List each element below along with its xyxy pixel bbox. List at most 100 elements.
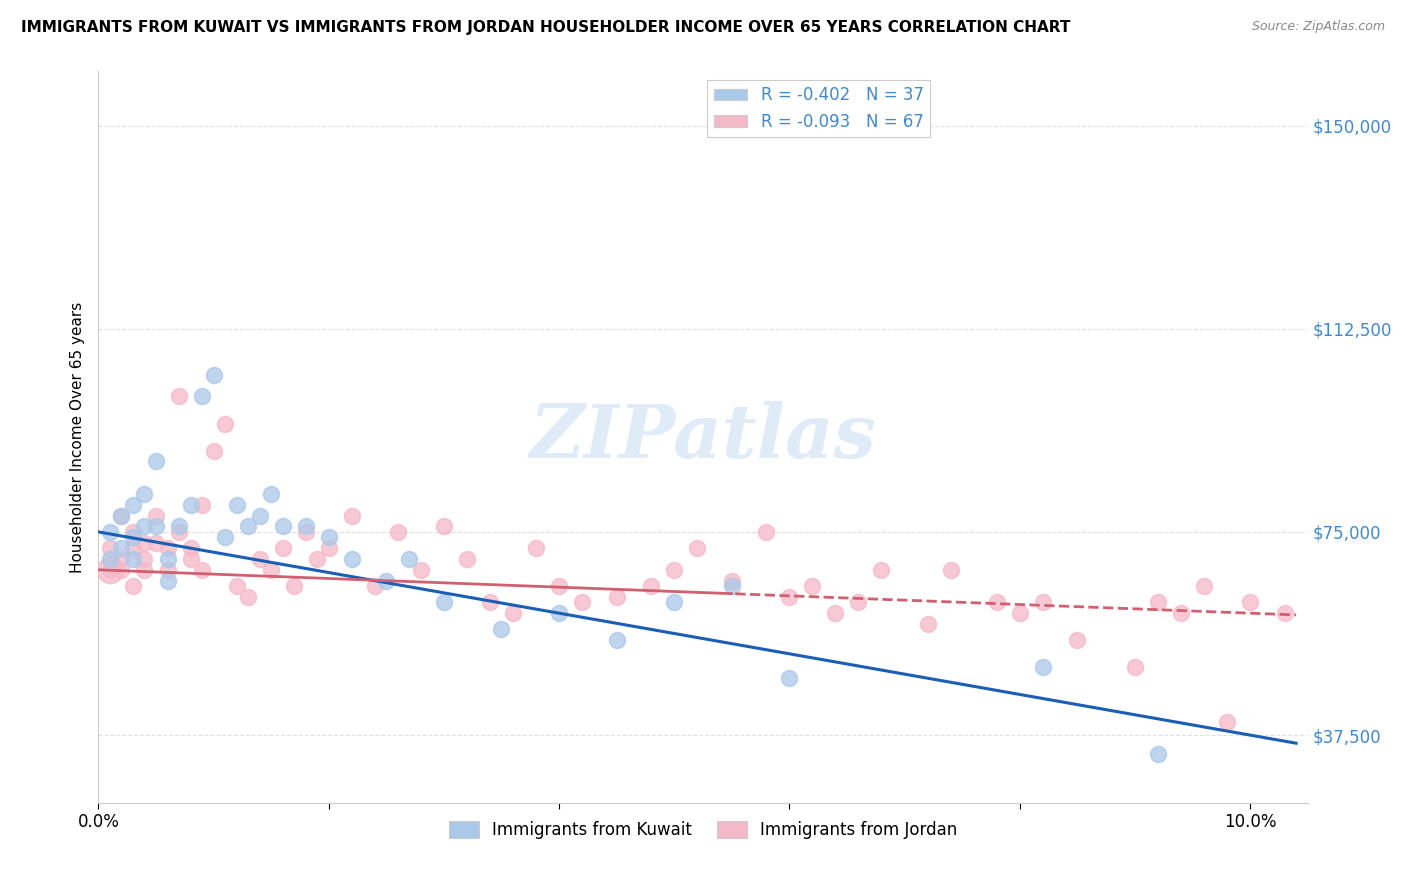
Point — [387, 524, 409, 539]
Text: Source: ZipAtlas.com: Source: ZipAtlas.com — [1251, 20, 1385, 33]
Point — [214, 417, 236, 431]
Point — [145, 519, 167, 533]
Point — [271, 519, 294, 533]
Point — [307, 552, 329, 566]
Point — [122, 579, 145, 593]
Point — [167, 389, 190, 403]
Point — [340, 552, 363, 566]
Point — [167, 519, 190, 533]
Point — [110, 552, 132, 566]
Point — [122, 524, 145, 539]
Point — [548, 606, 571, 620]
Point — [122, 541, 145, 556]
Point — [502, 606, 524, 620]
Point — [249, 552, 271, 566]
Point — [214, 530, 236, 544]
Point — [145, 508, 167, 523]
Point — [606, 590, 628, 604]
Point — [1008, 606, 1031, 620]
Y-axis label: Householder Income Over 65 years: Householder Income Over 65 years — [69, 301, 84, 573]
Point — [145, 454, 167, 468]
Point — [801, 579, 824, 593]
Point — [1274, 606, 1296, 620]
Point — [778, 671, 800, 685]
Point — [917, 617, 939, 632]
Point — [1216, 714, 1239, 729]
Point — [640, 579, 662, 593]
Point — [260, 563, 283, 577]
Point — [1239, 595, 1261, 609]
Point — [134, 552, 156, 566]
Point — [236, 590, 259, 604]
Point — [98, 541, 121, 556]
Point — [110, 508, 132, 523]
Point — [1192, 579, 1215, 593]
Point — [122, 552, 145, 566]
Point — [191, 389, 214, 403]
Point — [1032, 595, 1054, 609]
Point — [271, 541, 294, 556]
Point — [134, 487, 156, 501]
Point — [571, 595, 593, 609]
Point — [202, 443, 225, 458]
Text: ZIPatlas: ZIPatlas — [530, 401, 876, 474]
Point — [1147, 747, 1170, 761]
Point — [1066, 633, 1088, 648]
Point — [848, 595, 870, 609]
Point — [433, 595, 456, 609]
Point — [134, 519, 156, 533]
Point — [110, 563, 132, 577]
Text: IMMIGRANTS FROM KUWAIT VS IMMIGRANTS FROM JORDAN HOUSEHOLDER INCOME OVER 65 YEAR: IMMIGRANTS FROM KUWAIT VS IMMIGRANTS FRO… — [21, 20, 1070, 35]
Point — [225, 579, 247, 593]
Point — [180, 552, 202, 566]
Point — [686, 541, 709, 556]
Point — [456, 552, 478, 566]
Point — [167, 524, 190, 539]
Point — [225, 498, 247, 512]
Point — [720, 579, 742, 593]
Point — [283, 579, 305, 593]
Point — [364, 579, 387, 593]
Point — [98, 563, 121, 577]
Point — [986, 595, 1008, 609]
Point — [294, 519, 316, 533]
Point — [98, 563, 121, 577]
Point — [824, 606, 846, 620]
Point — [433, 519, 456, 533]
Point — [318, 530, 340, 544]
Point — [156, 552, 179, 566]
Point — [409, 563, 432, 577]
Point — [1147, 595, 1170, 609]
Point — [340, 508, 363, 523]
Point — [145, 535, 167, 549]
Point — [236, 519, 259, 533]
Point — [122, 498, 145, 512]
Point — [98, 552, 121, 566]
Point — [478, 595, 501, 609]
Point — [1032, 660, 1054, 674]
Point — [548, 579, 571, 593]
Point — [191, 563, 214, 577]
Point — [134, 535, 156, 549]
Point — [98, 524, 121, 539]
Point — [1123, 660, 1146, 674]
Point — [755, 524, 778, 539]
Point — [318, 541, 340, 556]
Point — [180, 498, 202, 512]
Point — [156, 574, 179, 588]
Point — [720, 574, 742, 588]
Point — [249, 508, 271, 523]
Point — [1170, 606, 1192, 620]
Point — [939, 563, 962, 577]
Point — [491, 623, 513, 637]
Point — [110, 541, 132, 556]
Point — [156, 563, 179, 577]
Point — [260, 487, 283, 501]
Point — [524, 541, 547, 556]
Point — [110, 508, 132, 523]
Point — [156, 541, 179, 556]
Point — [191, 498, 214, 512]
Point — [294, 524, 316, 539]
Point — [664, 563, 686, 577]
Point — [134, 563, 156, 577]
